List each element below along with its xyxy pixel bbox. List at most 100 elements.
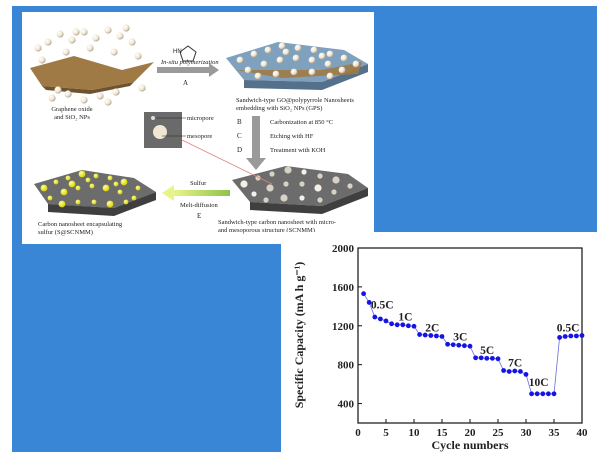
- data-point: [557, 335, 562, 340]
- x-tick-label: 10: [409, 427, 421, 439]
- x-tick-label: 5: [383, 427, 389, 439]
- pyrrole-molecule-icon: HN: [173, 45, 197, 62]
- data-point: [366, 300, 372, 305]
- silica-sphere: [92, 34, 100, 42]
- silica-sphere: [64, 90, 72, 98]
- rate-capability-chart: 0 5 10 15 20 25 30 35 40 400 800 1200 1600 2000 0.5C…: [281, 232, 597, 454]
- silica-sphere: [34, 44, 42, 52]
- silica-sphere: [104, 98, 112, 106]
- gps-sphere: [308, 56, 316, 64]
- sulfur-particle: [85, 177, 91, 183]
- silica-sphere: [116, 32, 124, 40]
- sulfur-particle: [135, 185, 141, 191]
- gps-label-1: Sandwich-type GO@polypyrrole Nanosheets: [236, 97, 354, 104]
- arrow-steps-bcd: [246, 116, 266, 170]
- silica-sphere: [138, 84, 146, 92]
- gps-sphere: [264, 46, 272, 54]
- data-point: [428, 333, 434, 338]
- data-point: [417, 332, 422, 337]
- scnmm-label-2: and mesoporous structure (SCNMM): [218, 227, 315, 234]
- gps-sphere: [318, 52, 326, 60]
- step-e-letter: E: [197, 212, 201, 220]
- x-tick-label: 15: [437, 427, 449, 439]
- sulfur-particle: [107, 175, 113, 181]
- silica-sphere: [112, 88, 120, 96]
- data-point: [478, 355, 484, 361]
- sulfur-particle: [93, 173, 99, 179]
- graphene-oxide-sheet: [30, 56, 154, 94]
- x-tick-label: 25: [493, 427, 505, 439]
- data-point: [456, 342, 462, 348]
- sulfur-particle: [102, 184, 110, 192]
- data-point: [462, 343, 467, 349]
- rate-label: 10C: [529, 377, 549, 389]
- sulfur-particle: [120, 178, 128, 186]
- y-tick-label: 400: [338, 399, 355, 411]
- silica-sphere: [104, 26, 112, 34]
- sulfur-particle: [47, 195, 53, 201]
- x-tick-label: 30: [521, 427, 533, 439]
- synthesis-scheme: HN In-situ polymerization A Graphene oxi…: [22, 12, 374, 244]
- data-point: [490, 355, 495, 361]
- y-tick-label: 1600: [332, 282, 355, 294]
- y-tick-label: 800: [338, 360, 355, 372]
- gps-sphere: [308, 68, 316, 76]
- silica-sphere: [38, 56, 46, 64]
- pore: [331, 189, 337, 195]
- data-point: [467, 343, 473, 349]
- snm-label-1: Carbon nanosheet encapsulating: [38, 221, 123, 228]
- data-point: [495, 356, 501, 362]
- scnmm-pores-icon: [240, 166, 353, 203]
- gps-silica-nanoparticles-icon: [236, 42, 360, 80]
- gps-sphere: [244, 66, 252, 74]
- data-point: [562, 334, 568, 339]
- micropore-label: micropore: [187, 115, 214, 122]
- inset-pointer: [181, 139, 273, 185]
- silica-sphere: [96, 92, 104, 100]
- sulfur-particles-icon: [40, 170, 141, 208]
- pore: [301, 169, 307, 175]
- data-point: [445, 341, 450, 347]
- sulfur-particle: [113, 181, 119, 187]
- start-label-1: Graphene oxide: [51, 106, 92, 113]
- rate-label: 3C: [453, 331, 467, 343]
- x-tick-label: 20: [465, 427, 477, 439]
- data-point: [512, 368, 518, 374]
- silica-sphere: [44, 38, 52, 46]
- sulfur-particle: [89, 183, 95, 189]
- sulfur-particle: [53, 179, 59, 185]
- step-b-letter: B: [237, 118, 242, 126]
- mesopore-label: mesopore: [187, 133, 212, 140]
- sulfur-label: Sulfur: [190, 180, 207, 187]
- data-point: [383, 318, 389, 324]
- sulfur-particle: [106, 200, 114, 208]
- gps-sphere: [236, 56, 244, 64]
- pore: [240, 180, 248, 188]
- data-point: [551, 391, 557, 397]
- silica-sphere: [54, 86, 62, 94]
- gps-sphere: [250, 50, 258, 58]
- sulfur-particle: [78, 170, 86, 178]
- silica-nanoparticles-icon: [34, 24, 146, 106]
- gps-sphere: [338, 66, 346, 74]
- y-tick-label: 2000: [332, 243, 355, 255]
- gps-sphere: [324, 60, 332, 68]
- gps-sphere: [292, 54, 300, 62]
- data-point: [568, 333, 574, 339]
- step-b-text: Carbonization at 850 °C: [270, 119, 333, 126]
- sulfur-particle: [65, 175, 71, 181]
- data-point: [546, 391, 551, 397]
- data-point: [372, 314, 378, 320]
- silica-sphere: [134, 52, 142, 60]
- data-point: [529, 391, 534, 397]
- silica-sphere: [86, 44, 94, 52]
- silica-sphere: [80, 28, 88, 36]
- sulfur-particle: [91, 199, 97, 205]
- step-d-text: Treatment with KOH: [270, 147, 326, 154]
- gps-sphere: [326, 72, 334, 80]
- svg-text:HN: HN: [173, 49, 182, 55]
- silica-sphere: [80, 96, 88, 104]
- step-a-reagent: In-situ polymerization: [160, 59, 219, 66]
- gps-sphere: [282, 48, 290, 56]
- gps-sphere: [340, 54, 348, 62]
